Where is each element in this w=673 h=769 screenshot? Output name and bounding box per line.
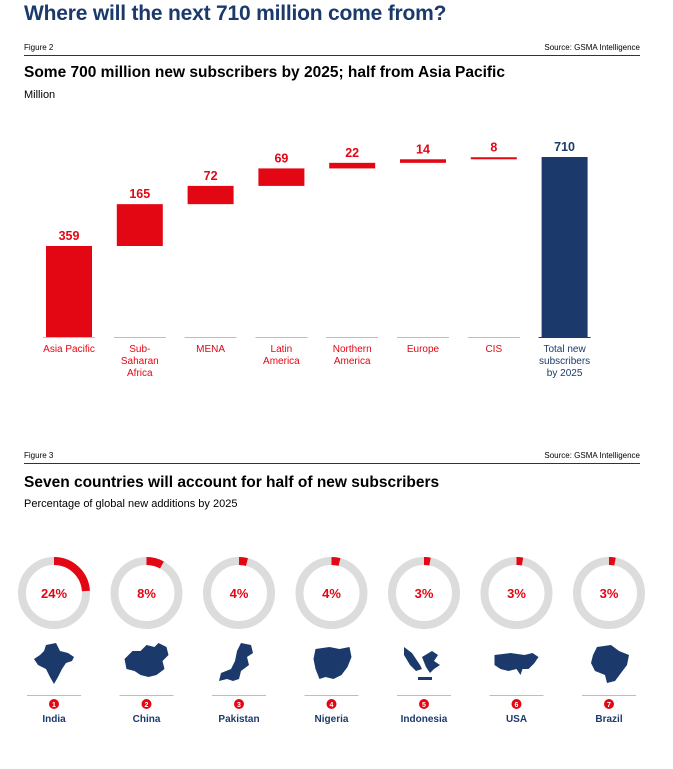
figure2-title: Some 700 million new subscribers by 2025…: [24, 64, 505, 81]
rank-badge: [511, 699, 522, 709]
donut-slice: [146, 557, 164, 569]
india-map-icon: [34, 643, 74, 684]
waterfall-category-line: America: [263, 356, 300, 367]
rank-badge: [326, 699, 337, 709]
country-name: USA: [506, 714, 527, 725]
waterfall-category-label: Total new subscribers by 2025: [539, 344, 590, 379]
waterfall-category-line: MENA: [196, 344, 225, 355]
figure2-header: Figure 2 Source: GSMA Intelligence: [24, 41, 640, 56]
indonesia-map-icon: [404, 647, 440, 680]
waterfall-value-label: 710: [554, 140, 575, 154]
donut-slice: [53, 557, 90, 592]
rank-number: 2: [145, 702, 149, 709]
waterfall-category-line: Saharan: [121, 356, 159, 367]
waterfall-chart: 359 Asia Pacific 165 Sub-Saharan Africa 72 MEN…: [43, 140, 591, 379]
waterfall-category-label: MENA: [196, 344, 225, 355]
country-name: India: [42, 714, 66, 725]
waterfall-category-label: CIS: [485, 344, 502, 355]
figure3-subtitle: Percentage of global new additions by 20…: [24, 498, 238, 510]
donut-chart-set: 24% 1 India 8% 2 China 4% 3 Pakistan 4% 4 Nigeria 3%…: [18, 557, 645, 725]
waterfall-bar: [470, 157, 517, 160]
rank-number: 3: [237, 702, 241, 709]
waterfall-value-label: 72: [204, 169, 218, 183]
rank-badge: [234, 699, 244, 709]
rank-number: 7: [607, 702, 611, 709]
rank-badge: [49, 699, 59, 709]
waterfall-bar: [46, 245, 92, 337]
waterfall-value-label: 359: [59, 229, 80, 243]
donut-value-label: 8%: [137, 586, 156, 601]
waterfall-bar: [541, 157, 588, 337]
usa-map-icon: [494, 653, 539, 675]
waterfall-bar: [258, 168, 305, 186]
waterfall-value-label: 8: [490, 140, 497, 154]
donut-value-label: 4%: [322, 586, 341, 601]
pakistan-map-icon: [219, 643, 253, 681]
rank-number: 4: [330, 702, 334, 709]
figure2-label: Figure 2: [24, 43, 54, 52]
country-name: Pakistan: [218, 714, 259, 725]
rank-number: 1: [52, 702, 56, 709]
rank-badge: [141, 699, 152, 709]
donut-slice: [608, 557, 616, 566]
donut-slice: [516, 557, 524, 566]
waterfall-value-label: 69: [274, 151, 288, 165]
waterfall-category-label: Sub-Saharan Africa: [121, 344, 159, 379]
rank-number: 5: [422, 702, 426, 709]
waterfall-value-label: 22: [345, 146, 359, 160]
china-map-icon: [124, 643, 169, 677]
waterfall-category-line: by 2025: [547, 368, 583, 379]
figure2-unit: Million: [24, 89, 56, 101]
waterfall-category-label: Asia Pacific: [43, 344, 95, 355]
rank-number: 6: [515, 702, 519, 709]
brazil-map-icon: [591, 645, 629, 683]
waterfall-category-label: Northern America: [333, 344, 372, 367]
waterfall-category-line: Asia Pacific: [43, 344, 95, 355]
waterfall-category-line: America: [334, 356, 371, 367]
donut-value-label: 3%: [507, 586, 526, 601]
nigeria-map-icon: [313, 647, 352, 679]
waterfall-category-line: subscribers: [539, 356, 590, 367]
figure3-header: Figure 3 Source: GSMA Intelligence: [24, 449, 640, 464]
waterfall-category-line: Latin: [271, 344, 293, 355]
figure3-title: Seven countries will account for half of…: [24, 474, 440, 491]
donut-slice: [331, 557, 341, 566]
country-name: Nigeria: [315, 714, 349, 725]
donut-slice: [238, 557, 248, 566]
waterfall-bar: [400, 159, 446, 163]
waterfall-bar: [116, 204, 163, 246]
country-name: China: [133, 714, 161, 725]
waterfall-category-label: Latin America: [263, 344, 300, 367]
figure2-source: Source: GSMA Intelligence: [544, 43, 640, 52]
waterfall-category-line: Sub-: [129, 344, 150, 355]
page-title: Where will the next 710 million come fro…: [24, 2, 447, 25]
donut-value-label: 3%: [415, 586, 434, 601]
waterfall-category-line: Total new: [543, 344, 586, 355]
waterfall-category-line: CIS: [485, 344, 502, 355]
waterfall-category-line: Northern: [333, 344, 372, 355]
donut-slice: [423, 557, 431, 566]
waterfall-bar: [187, 185, 234, 205]
waterfall-category-line: Africa: [127, 368, 153, 379]
figure3-label: Figure 3: [24, 451, 54, 460]
donut-value-label: 3%: [600, 586, 619, 601]
rank-badge: [604, 699, 614, 709]
figure3-source: Source: GSMA Intelligence: [544, 451, 640, 460]
waterfall-category-line: Europe: [407, 344, 440, 355]
rank-badge: [419, 699, 429, 709]
country-name: Brazil: [595, 714, 622, 725]
waterfall-value-label: 165: [129, 187, 150, 201]
donut-value-label: 24%: [41, 586, 67, 601]
waterfall-category-label: Europe: [407, 344, 440, 355]
donut-value-label: 4%: [230, 586, 249, 601]
waterfall-bar: [329, 162, 376, 169]
country-name: Indonesia: [401, 714, 448, 725]
waterfall-value-label: 14: [416, 142, 430, 156]
